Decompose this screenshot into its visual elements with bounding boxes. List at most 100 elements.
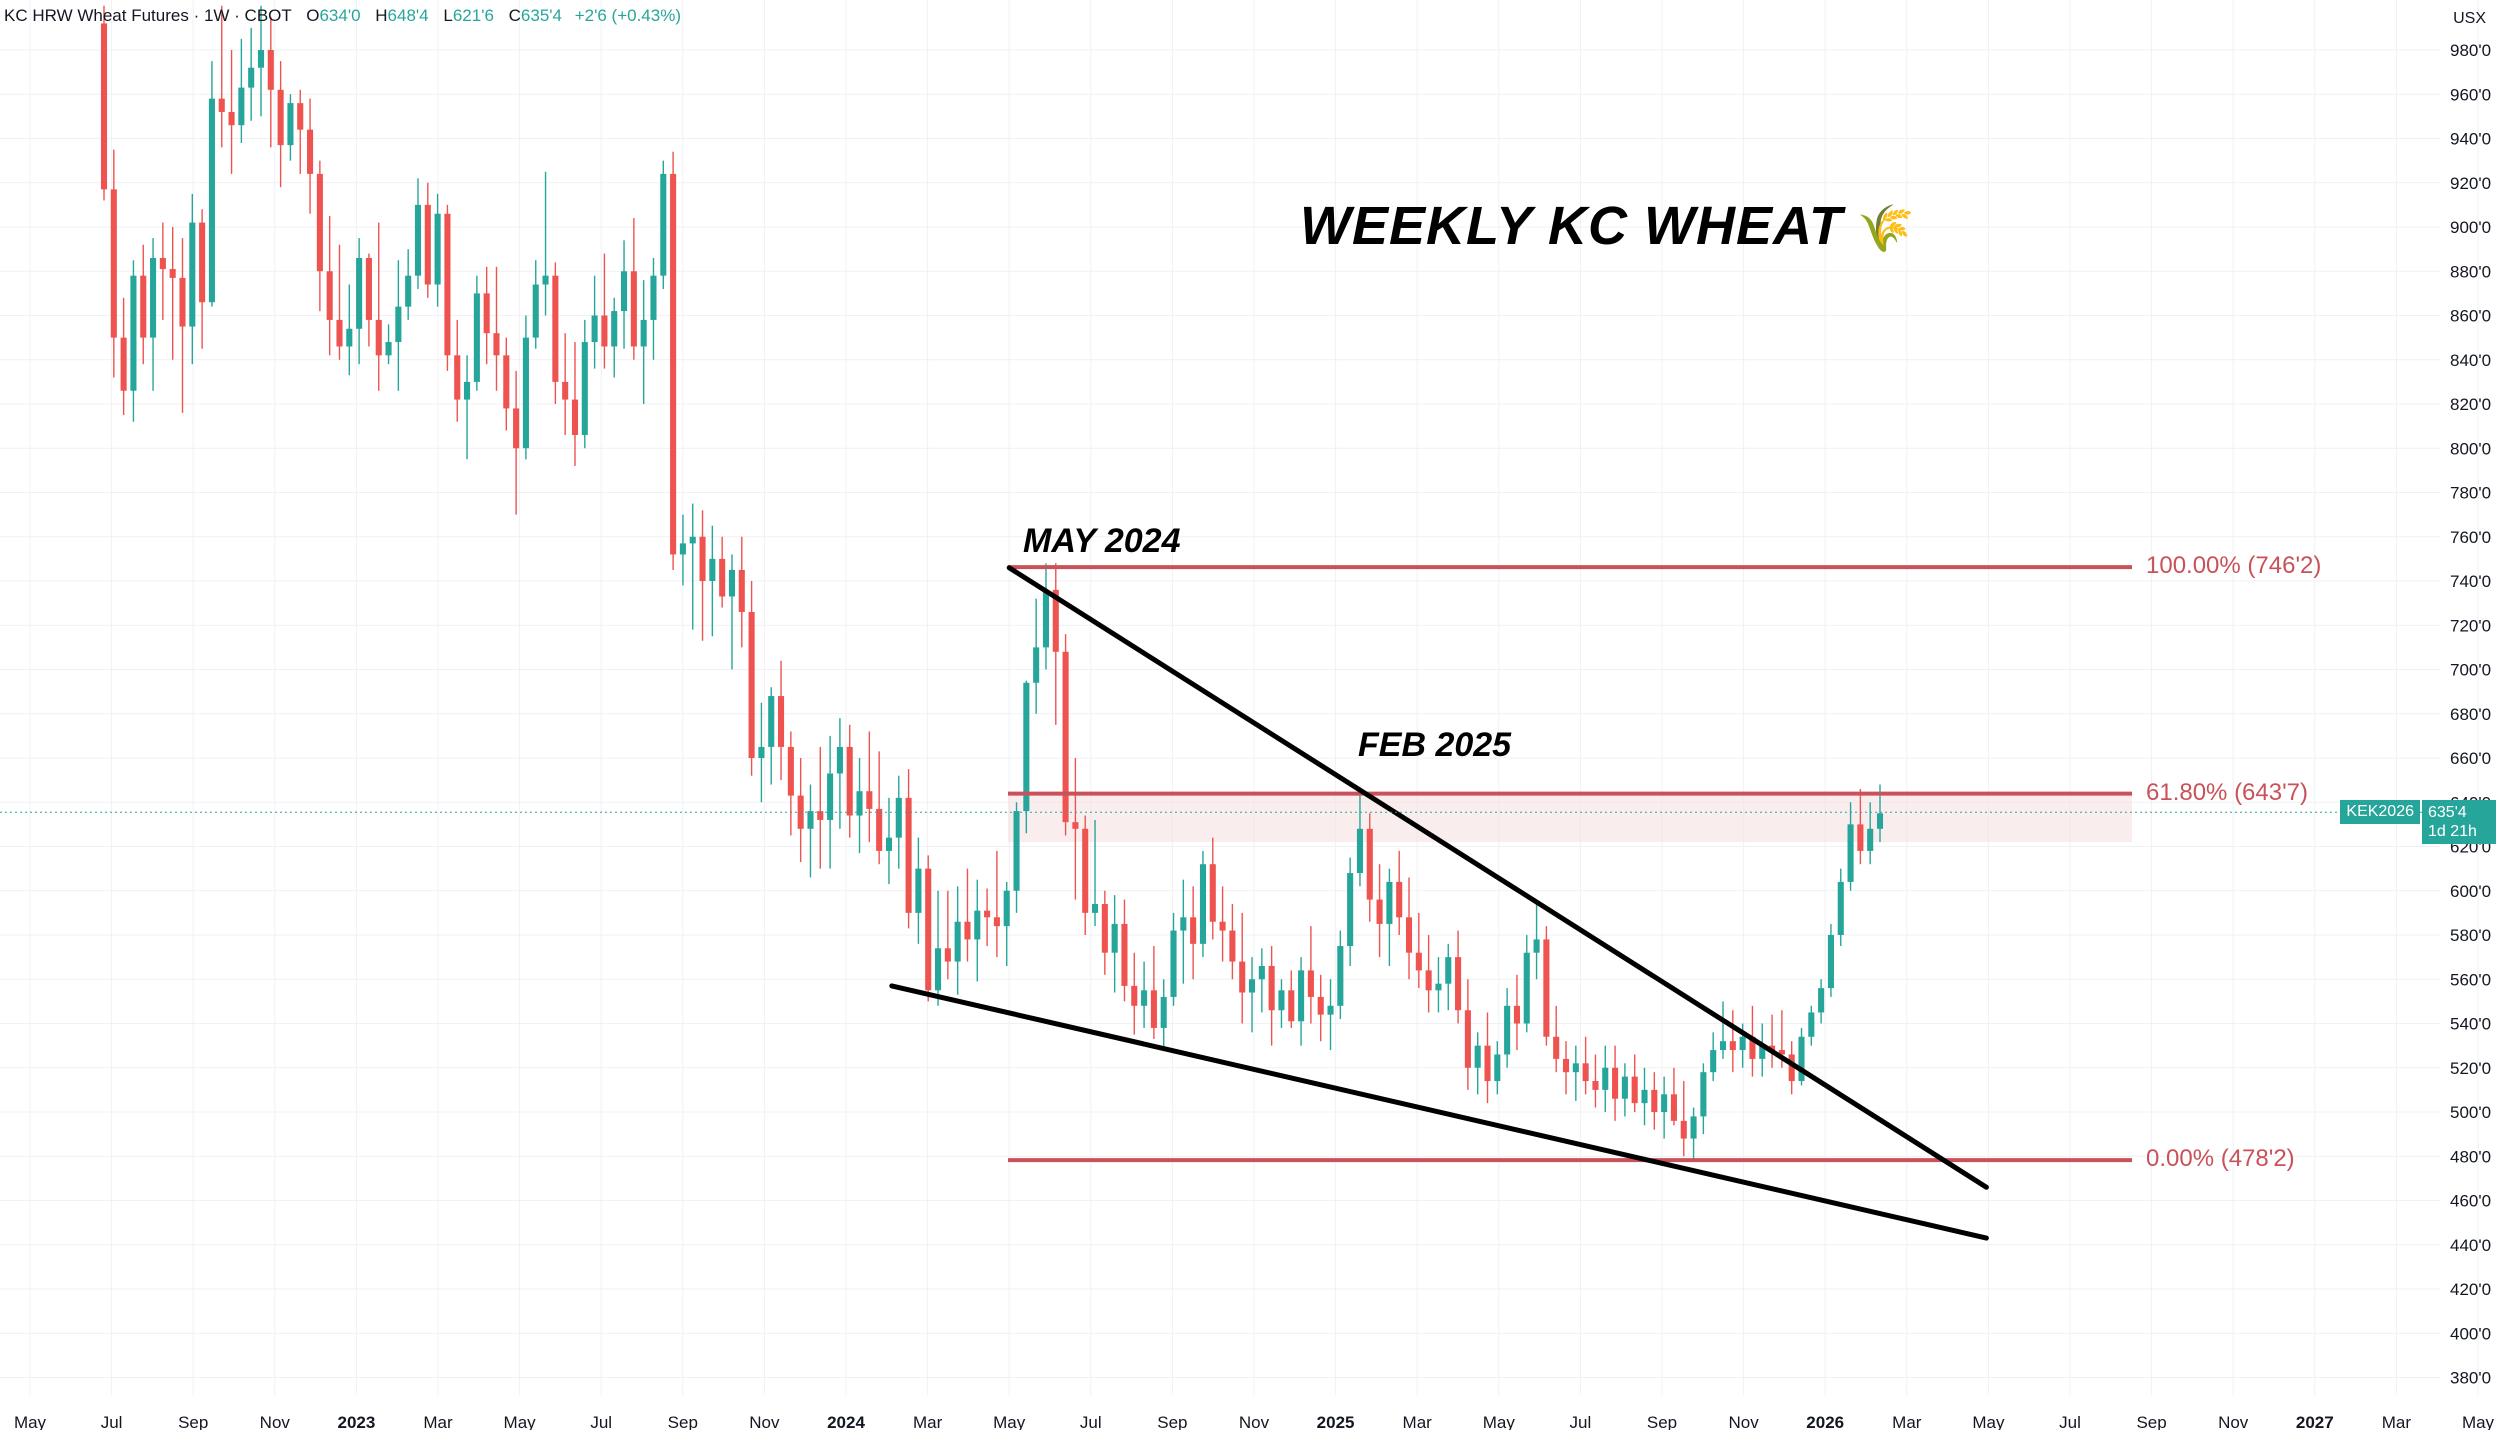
candle — [1121, 899, 1128, 1002]
candle — [1239, 912, 1246, 1024]
candle — [228, 50, 235, 174]
annotation-may-2024: MAY 2024 — [1023, 522, 1181, 560]
fib-label-100: 100.00% (746'2) — [2146, 552, 2322, 580]
fib-61-zone — [1008, 793, 2132, 843]
candle — [1612, 1045, 1619, 1121]
fib-label-618: 61.80% (643'7) — [2146, 778, 2309, 806]
x-tick-label: May — [2462, 1413, 2495, 1430]
candle — [974, 879, 981, 982]
grid — [0, 0, 2479, 1395]
candle — [1170, 912, 1177, 1006]
candle — [728, 554, 736, 670]
candle — [1111, 895, 1118, 993]
candle — [297, 89, 304, 174]
candle — [748, 581, 755, 776]
candle — [1052, 563, 1059, 725]
candle — [1268, 946, 1275, 1046]
candle — [1582, 1036, 1589, 1095]
x-tick-label: Sep — [2136, 1413, 2166, 1430]
x-tick-label: Sep — [1157, 1413, 1187, 1430]
candle — [473, 275, 480, 391]
candle — [1572, 1045, 1579, 1101]
candle — [179, 238, 186, 413]
candle — [1494, 1041, 1501, 1095]
candle — [1445, 943, 1452, 1011]
y-tick-label: 480'0 — [2450, 1147, 2491, 1166]
candle — [248, 27, 255, 121]
candle — [1376, 864, 1383, 958]
y-tick-label: 800'0 — [2450, 439, 2491, 458]
x-tick-label: Jul — [1570, 1413, 1592, 1430]
candle — [1592, 1054, 1599, 1108]
candle — [326, 215, 333, 356]
x-tick-label: Nov — [260, 1413, 291, 1430]
candle — [1818, 979, 1825, 1024]
candle — [1072, 758, 1079, 900]
candle — [1857, 788, 1864, 865]
fib-lines — [1008, 565, 2132, 1163]
time-axis[interactable]: May Jul Sep Nov 2023 Mar May Jul Sep Nov 2024 Mar Ma… — [14, 1413, 2495, 1430]
candle — [1533, 904, 1540, 980]
candle — [1788, 1041, 1795, 1095]
candle — [1513, 974, 1520, 1051]
candle — [650, 257, 657, 360]
candle — [1641, 1067, 1648, 1126]
candle — [1621, 1063, 1628, 1117]
candle — [591, 275, 598, 369]
candle — [307, 98, 314, 214]
candle — [1690, 1107, 1697, 1161]
candle — [1504, 988, 1511, 1068]
symbol-title: KC HRW Wheat Futures · 1W · CBOT — [4, 6, 292, 25]
y-tick-label: 680'0 — [2450, 705, 2491, 724]
candle — [287, 94, 294, 161]
candle — [454, 319, 461, 422]
candle — [1082, 815, 1089, 935]
candle — [777, 660, 785, 781]
y-tick-label: 460'0 — [2450, 1192, 2491, 1211]
candle — [1719, 1001, 1727, 1059]
candle — [316, 160, 323, 312]
currency-unit[interactable]: USX — [2453, 10, 2486, 27]
y-tick-label: 720'0 — [2450, 616, 2491, 635]
candle — [375, 222, 382, 391]
candle — [905, 769, 912, 929]
candle — [1484, 1012, 1491, 1104]
high-label: H — [375, 6, 388, 25]
candle — [1837, 868, 1844, 947]
candle — [356, 238, 363, 365]
y-tick-label: 400'0 — [2450, 1324, 2491, 1343]
candle — [1631, 1054, 1638, 1112]
candle — [787, 731, 794, 836]
candle — [827, 735, 834, 869]
candle — [719, 536, 726, 608]
candle — [562, 333, 569, 435]
candle — [1199, 850, 1207, 958]
candle — [513, 370, 520, 515]
candle — [199, 209, 206, 349]
y-tick-label: 980'0 — [2450, 41, 2491, 60]
candle — [679, 514, 686, 586]
candle — [1700, 1063, 1707, 1135]
candle — [1091, 819, 1099, 927]
candle — [621, 240, 628, 349]
candle — [385, 324, 392, 365]
candle — [944, 890, 951, 980]
last-price-value: 635'4 — [2428, 804, 2467, 822]
candle — [1160, 979, 1167, 1051]
candle — [1651, 1072, 1658, 1130]
candle — [503, 337, 510, 431]
candle — [140, 244, 147, 365]
candle — [1131, 952, 1138, 1035]
last-price-badge: 635'4 1d 21h — [2422, 800, 2496, 845]
y-tick-label: 820'0 — [2450, 395, 2491, 414]
y-tick-label: 860'0 — [2450, 307, 2491, 326]
price-axis[interactable]: 980'0 960'0 940'0 920'0 900'0 880'0 860'0 840'0… — [2450, 41, 2491, 1388]
candle — [1033, 598, 1040, 714]
candle — [1317, 974, 1324, 1042]
candle — [434, 193, 441, 307]
candle — [1003, 881, 1010, 966]
chart-header: KC HRW Wheat Futures · 1W · CBOT O634'0 … — [4, 6, 681, 26]
x-tick-label: May — [1483, 1413, 1516, 1430]
candle — [1258, 948, 1265, 1013]
